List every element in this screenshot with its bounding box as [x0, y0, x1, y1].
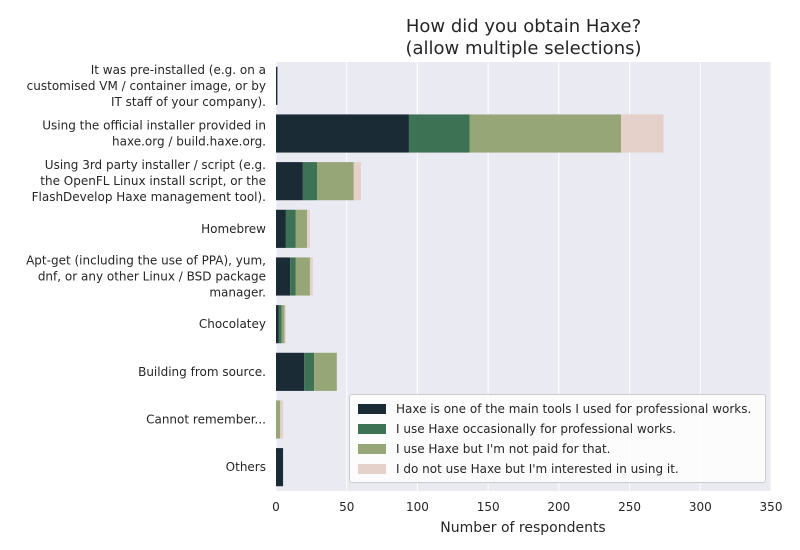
bar-segment [408, 114, 470, 153]
bar-segment [317, 162, 354, 201]
bar-segment [309, 257, 313, 296]
x-tick-label: 0 [272, 500, 280, 514]
legend-item: I use Haxe but I'm not paid for that. [358, 439, 611, 459]
y-category-label-line: Building from source. [138, 365, 266, 379]
y-category-label-line: Apt-get (including the use of PPA), yum, [26, 254, 266, 268]
bar-segment [280, 400, 284, 439]
y-category-label: It was pre-installed (e.g. on a customise… [27, 63, 266, 109]
bar-segment [276, 352, 305, 391]
y-category-label: Using 3rd party installer / script (e.g.… [32, 158, 266, 204]
bar-segment [285, 209, 296, 248]
chart-title-line-2: (allow multiple selections) [405, 38, 642, 59]
bar-segment [353, 162, 361, 201]
x-tick-label: 250 [618, 500, 641, 514]
y-category-label: Chocolatey [199, 317, 266, 331]
bar-segment [314, 352, 337, 391]
legend-label: I do not use Haxe but I'm interested in … [396, 462, 679, 476]
bar-segment [295, 209, 308, 248]
y-category-label-line: It was pre-installed (e.g. on a [91, 63, 266, 77]
bar-segment [302, 162, 318, 201]
bar-segment [276, 66, 278, 105]
legend-label: Haxe is one of the main tools I used for… [396, 402, 752, 416]
x-tick-label: 150 [477, 500, 500, 514]
legend: Haxe is one of the main tools I used for… [349, 394, 766, 483]
bar-segment [307, 209, 310, 248]
x-tick-label: 200 [547, 500, 570, 514]
y-category-label-line: FlashDevelop Haxe management tool). [32, 190, 266, 204]
y-category-label-line: Others [226, 460, 266, 474]
bar-segment [276, 305, 279, 344]
y-category-label-line: Cannot remember... [146, 413, 266, 427]
x-tick-label: 100 [406, 500, 429, 514]
legend-item: I do not use Haxe but I'm interested in … [358, 459, 679, 479]
bar-segment [621, 114, 664, 153]
y-category-label: Homebrew [201, 222, 266, 236]
y-category-label-line: Chocolatey [199, 317, 266, 331]
y-category-label-line: haxe.org / build.haxe.org. [112, 135, 266, 149]
legend-item: I use Haxe occasionally for professional… [358, 419, 676, 439]
bar-segment [276, 448, 284, 487]
bar-segment [469, 114, 622, 153]
bar-segment [304, 352, 315, 391]
bar-segment [284, 305, 286, 344]
legend-swatch [358, 444, 386, 454]
legend-swatch [358, 464, 386, 474]
y-category-label: Others [226, 460, 266, 474]
chart-title-line-1: How did you obtain Haxe? [405, 16, 642, 37]
x-tick-label: 50 [339, 500, 354, 514]
bar-segment [281, 305, 285, 344]
bar-segment [276, 162, 303, 201]
y-category-label-line: Using the official installer provided in [42, 119, 266, 133]
y-category-label: Apt-get (including the use of PPA), yum,… [26, 254, 266, 300]
bar-segment [276, 114, 409, 153]
bar-segment [278, 305, 282, 344]
y-category-label-line: IT staff of your company). [111, 95, 266, 109]
y-category-label-line: the OpenFL Linux install script, or the [40, 174, 266, 188]
y-category-label-line: Using 3rd party installer / script (e.g. [45, 158, 266, 172]
y-category-label-line: dnf, or any other Linux / BSD package [38, 270, 266, 284]
bar-segment [276, 209, 286, 248]
bars [276, 66, 664, 487]
y-category-label: Building from source. [138, 365, 266, 379]
legend-label: I use Haxe occasionally for professional… [396, 422, 677, 436]
y-category-label: Cannot remember... [146, 413, 266, 427]
y-category-label: Using the official installer provided in… [42, 119, 266, 149]
bar-segment [276, 400, 281, 439]
y-category-labels: It was pre-installed (e.g. on a customise… [26, 63, 266, 474]
y-category-label-line: manager. [209, 286, 266, 300]
bar-segment [290, 257, 296, 296]
x-tick-labels: 0 50 100 150 200 250 300 350 [272, 500, 782, 514]
legend-swatch [358, 424, 386, 434]
x-axis-label: Number of respondents [440, 520, 605, 536]
legend-item: Haxe is one of the main tools I used for… [358, 399, 751, 419]
legend-swatch [358, 404, 386, 414]
bar-segment [295, 257, 310, 296]
y-category-label-line: customised VM / container image, or by [27, 79, 266, 93]
bar-segment [276, 257, 291, 296]
legend-label: I use Haxe but I'm not paid for that. [396, 442, 611, 456]
y-category-label-line: Homebrew [201, 222, 266, 236]
x-tick-label: 300 [689, 500, 712, 514]
x-tick-label: 350 [760, 500, 783, 514]
